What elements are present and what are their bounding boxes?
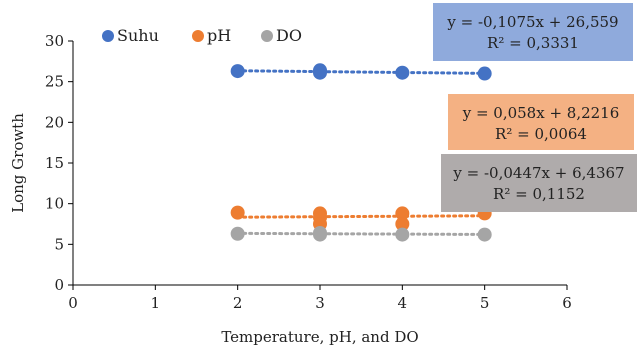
legend-marker-do (261, 30, 273, 42)
legend-label-ph: pH (207, 26, 231, 45)
legend-label-do: DO (276, 26, 302, 45)
y-tick-label: 20 (45, 113, 64, 131)
y-tick-label: 15 (45, 154, 64, 172)
data-point-do (395, 227, 410, 242)
equation-text-suhu: y = -0,1075x + 26,559 (446, 13, 618, 31)
y-tick-label: 25 (45, 73, 64, 91)
x-axis-title: Temperature, pH, and DO (221, 328, 418, 346)
data-point-ph (395, 206, 410, 221)
y-tick-label: 30 (45, 32, 64, 50)
x-tick-label: 6 (562, 294, 572, 312)
data-point-do (313, 227, 327, 242)
data-point-do (477, 227, 492, 242)
x-tick-label: 2 (233, 294, 243, 312)
legend-marker-suhu (102, 30, 114, 42)
equation-box-do (441, 154, 637, 212)
equation-text-ph: y = 0,058x + 8,2216 (462, 104, 620, 122)
data-point-suhu (395, 65, 410, 80)
r-squared-text-do: R² = 0,1152 (493, 185, 585, 203)
y-tick-label: 0 (54, 276, 64, 294)
y-tick-label: 10 (45, 195, 64, 213)
data-point-ph (395, 217, 410, 231)
y-tick-label: 5 (54, 235, 64, 253)
equation-box-ph (448, 94, 634, 150)
r-squared-text-ph: R² = 0,0064 (495, 125, 587, 143)
data-point-suhu (477, 66, 492, 81)
legend-label-suhu: Suhu (117, 26, 159, 45)
equation-box-suhu (433, 3, 633, 61)
legend-marker-ph (192, 30, 204, 42)
x-tick-label: 1 (151, 294, 161, 312)
equation-text-do: y = -0,0447x + 6,4367 (452, 164, 624, 182)
x-tick-label: 3 (315, 294, 325, 312)
data-point-do (230, 226, 245, 241)
y-axis-title: Long Growth (9, 113, 27, 213)
data-point-suhu (230, 64, 245, 79)
x-tick-label: 5 (480, 294, 490, 312)
trendline-do (236, 231, 487, 236)
data-point-ph (230, 205, 245, 220)
x-tick-label: 4 (398, 294, 408, 312)
trendline-ph (236, 214, 487, 219)
trendline-suhu (236, 69, 487, 75)
r-squared-text-suhu: R² = 0,3331 (487, 34, 579, 52)
data-point-suhu (313, 65, 327, 80)
x-tick-label: 0 (68, 294, 78, 312)
